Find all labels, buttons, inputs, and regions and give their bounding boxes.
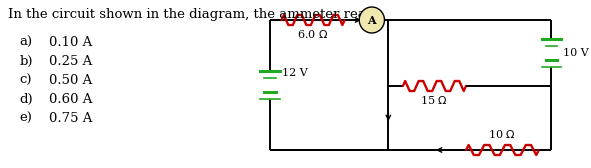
Text: 10 V: 10 V	[563, 48, 589, 58]
Text: 0.25 A: 0.25 A	[48, 55, 92, 68]
Text: In the circuit shown in the diagram, the ammeter reads: In the circuit shown in the diagram, the…	[8, 8, 381, 21]
Text: 10 $\Omega$: 10 $\Omega$	[488, 128, 516, 140]
Text: d): d)	[20, 93, 33, 106]
Circle shape	[359, 7, 385, 33]
Text: 6.0 $\Omega$: 6.0 $\Omega$	[297, 28, 328, 40]
Text: 0.50 A: 0.50 A	[48, 74, 92, 87]
Text: 12 V: 12 V	[281, 68, 307, 78]
Text: 0.10 A: 0.10 A	[48, 36, 92, 49]
Text: A: A	[368, 14, 376, 26]
Text: b): b)	[20, 55, 33, 68]
Text: 15 $\Omega$: 15 $\Omega$	[420, 94, 448, 106]
Text: c): c)	[20, 74, 32, 87]
Text: 0.60 A: 0.60 A	[48, 93, 92, 106]
Text: 0.75 A: 0.75 A	[48, 112, 92, 125]
Text: a): a)	[20, 36, 33, 49]
Text: e): e)	[20, 112, 33, 125]
